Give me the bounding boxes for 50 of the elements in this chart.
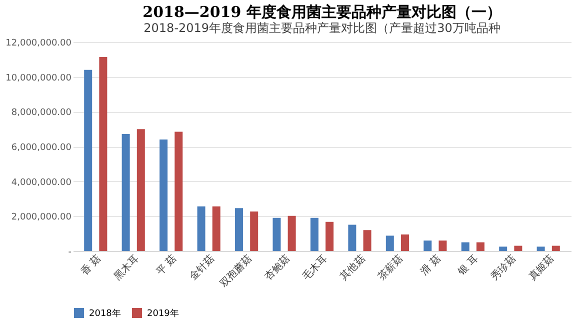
- bar: [326, 222, 334, 251]
- legend-label: 2018年: [89, 308, 121, 319]
- bar: [272, 218, 281, 251]
- bar: [514, 246, 522, 251]
- bar: [552, 246, 560, 251]
- chart-subtitle: 2018-2019年度食用菌主要品种产量对比图（产量超过30万吨品种: [144, 21, 500, 35]
- bar: [499, 246, 508, 251]
- x-tick-label: 平 菇: [154, 252, 179, 278]
- y-tick-label: -: [68, 248, 72, 258]
- x-tick-label: 其他菇: [338, 252, 368, 282]
- bar: [348, 224, 356, 251]
- y-tick-label: 4,000,000.00: [11, 178, 72, 188]
- bar: [250, 211, 258, 251]
- bar: [160, 140, 168, 251]
- x-tick-label: 杏鲍菇: [262, 252, 292, 282]
- bar: [401, 234, 409, 251]
- bar: [461, 242, 470, 251]
- bar: [310, 218, 318, 251]
- legend-label: 2019年: [147, 308, 179, 319]
- bar: [386, 236, 394, 251]
- x-tick-label: 双孢蘑菇: [218, 252, 254, 290]
- x-tick-label: 香 菇: [78, 252, 104, 278]
- bar: [136, 129, 145, 251]
- bar: [197, 206, 206, 251]
- bar: [212, 206, 220, 251]
- bar: [476, 242, 484, 251]
- x-tick-label: 真姬菇: [526, 252, 556, 282]
- x-tick-label: 金针菇: [186, 252, 217, 282]
- bar: [536, 246, 545, 251]
- bar: [438, 240, 447, 251]
- x-tick-label: 茶薪菇: [376, 252, 406, 282]
- x-tick-label: 滑 菇: [418, 252, 443, 278]
- y-tick-label: 10,000,000.00: [6, 73, 72, 84]
- y-tick-label: 2,000,000.00: [11, 212, 72, 223]
- x-tick-label: 毛木耳: [300, 252, 330, 282]
- chart-title: 2018—2019 年度食用菌主要品种产量对比图（一）: [142, 3, 502, 21]
- bar: [363, 230, 372, 251]
- bar: [122, 134, 130, 251]
- bar: [84, 70, 92, 251]
- bar: [288, 216, 296, 251]
- x-tick-label: 秀珍菇: [488, 252, 518, 282]
- y-tick-label: 6,000,000.00: [11, 143, 72, 153]
- bar: [235, 208, 243, 251]
- y-tick-label: 8,000,000.00: [11, 108, 72, 118]
- y-tick-label: 12,000,000.00: [6, 38, 72, 48]
- bar: [99, 56, 108, 251]
- bar: [424, 240, 432, 251]
- bar: [174, 132, 183, 251]
- x-tick-label: 银 耳: [456, 254, 481, 278]
- x-tick-label: 黑木耳: [111, 252, 142, 282]
